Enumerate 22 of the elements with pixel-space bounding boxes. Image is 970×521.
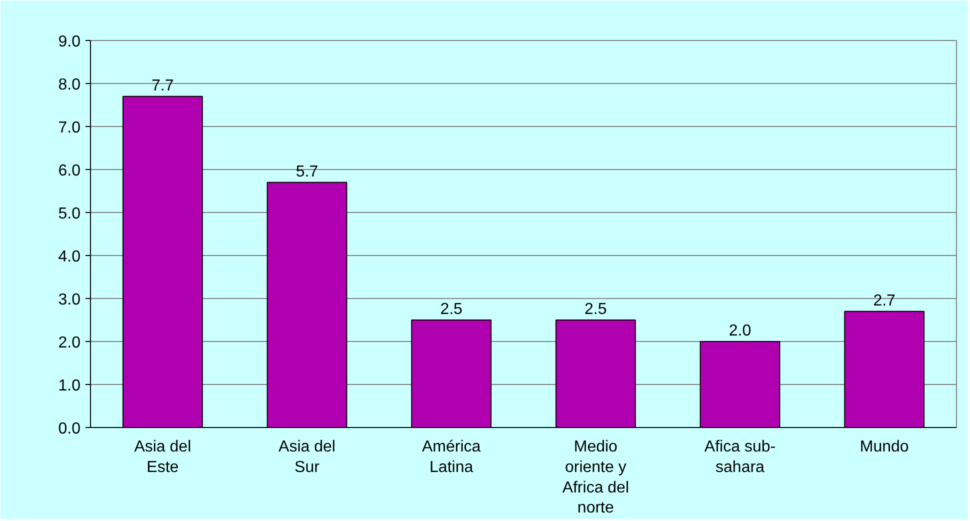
x-tick-label: Asia del Sur <box>278 438 336 476</box>
y-tick-label: 2.0 <box>58 334 81 352</box>
data-label: 2.7 <box>873 292 896 310</box>
data-label: 2.5 <box>584 301 607 318</box>
data-label: 7.7 <box>152 77 174 94</box>
y-tick-label: 1.0 <box>58 378 81 394</box>
x-tick-label: Medio oriente y Africa del norte <box>562 438 630 517</box>
y-tick-label: 4.0 <box>58 248 81 266</box>
y-tick-label: 0.0 <box>58 420 81 438</box>
data-label: 5.7 <box>296 163 318 180</box>
x-tick-label: Mundo <box>860 438 909 456</box>
y-tick-label: 5.0 <box>58 206 81 222</box>
y-tick-label: 6.0 <box>58 162 81 180</box>
y-tick-label: 8.0 <box>58 76 81 94</box>
y-tick-label: 7.0 <box>58 120 81 136</box>
x-tick-label: Asia del Este <box>134 438 192 476</box>
y-tick-label: 3.0 <box>58 292 81 308</box>
x-tick-label: Afica sub- sahara <box>704 438 776 476</box>
data-label: 2.0 <box>728 322 752 340</box>
y-tick-label: 9.0 <box>58 34 81 50</box>
x-tick-label: América Latina <box>422 438 481 476</box>
data-label: 2.5 <box>440 301 463 318</box>
